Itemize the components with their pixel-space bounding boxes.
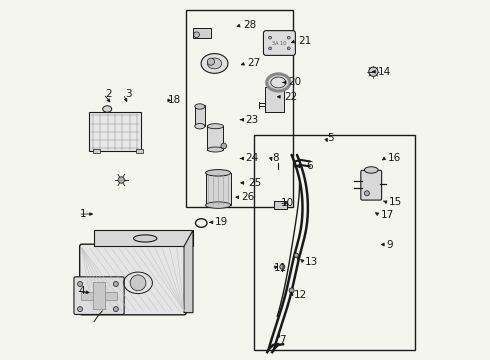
Circle shape: [118, 177, 124, 183]
Circle shape: [113, 282, 119, 287]
Text: 18: 18: [168, 95, 181, 105]
Bar: [193, 28, 211, 39]
Bar: [274, 201, 287, 210]
FancyBboxPatch shape: [74, 277, 124, 315]
Circle shape: [289, 288, 294, 293]
Text: 3A 10: 3A 10: [272, 41, 287, 45]
Text: 8: 8: [272, 153, 279, 163]
Bar: [81, 292, 117, 300]
Text: 11: 11: [274, 263, 287, 273]
Text: 10: 10: [281, 198, 294, 208]
Ellipse shape: [271, 77, 286, 88]
Ellipse shape: [103, 106, 112, 112]
Text: 24: 24: [245, 153, 258, 163]
Ellipse shape: [134, 235, 157, 242]
Ellipse shape: [207, 147, 223, 152]
Bar: [186, 10, 294, 207]
Ellipse shape: [205, 170, 231, 176]
Text: 3: 3: [125, 89, 131, 99]
Bar: [207, 126, 223, 149]
Circle shape: [287, 36, 290, 39]
Text: 19: 19: [215, 217, 228, 227]
Text: 12: 12: [294, 290, 307, 300]
FancyBboxPatch shape: [80, 244, 186, 315]
Text: 17: 17: [381, 210, 394, 220]
Circle shape: [365, 191, 369, 196]
Circle shape: [280, 264, 285, 269]
Circle shape: [130, 275, 146, 291]
Bar: [136, 149, 143, 153]
Text: 4: 4: [78, 286, 85, 296]
FancyBboxPatch shape: [361, 170, 382, 200]
Polygon shape: [95, 230, 193, 246]
Text: 22: 22: [285, 92, 298, 102]
Ellipse shape: [207, 124, 223, 129]
Text: 16: 16: [388, 153, 401, 163]
Ellipse shape: [205, 202, 231, 208]
Bar: [205, 173, 231, 205]
Text: 13: 13: [305, 257, 318, 267]
Circle shape: [194, 32, 199, 38]
Text: 7: 7: [279, 334, 286, 345]
FancyBboxPatch shape: [264, 31, 295, 55]
Circle shape: [77, 307, 82, 312]
Ellipse shape: [365, 167, 378, 173]
Text: 27: 27: [247, 58, 260, 68]
Text: 5: 5: [327, 133, 334, 143]
Text: 28: 28: [243, 20, 256, 30]
Text: 6: 6: [306, 161, 313, 171]
Ellipse shape: [195, 123, 205, 129]
Ellipse shape: [195, 104, 205, 109]
Bar: [89, 112, 141, 151]
Text: 15: 15: [389, 197, 402, 207]
Circle shape: [294, 253, 298, 257]
Circle shape: [287, 47, 290, 50]
FancyBboxPatch shape: [265, 87, 285, 112]
Text: 21: 21: [298, 36, 311, 46]
Circle shape: [269, 36, 271, 39]
Text: 9: 9: [387, 239, 393, 249]
Circle shape: [221, 143, 227, 149]
Bar: [93, 149, 100, 153]
Text: 23: 23: [245, 115, 258, 125]
Text: 26: 26: [242, 192, 255, 202]
Text: 1: 1: [80, 209, 87, 219]
Text: 14: 14: [378, 67, 391, 77]
Circle shape: [269, 47, 271, 50]
Circle shape: [113, 307, 119, 312]
Bar: [94, 282, 105, 309]
Circle shape: [207, 58, 215, 65]
Bar: [254, 135, 416, 350]
Polygon shape: [184, 230, 193, 313]
Text: 20: 20: [288, 77, 301, 87]
Text: 2: 2: [105, 89, 112, 99]
Bar: [195, 105, 205, 126]
Ellipse shape: [267, 74, 290, 91]
Ellipse shape: [201, 54, 228, 73]
Circle shape: [368, 67, 378, 76]
Circle shape: [77, 282, 82, 287]
Text: 25: 25: [248, 178, 262, 188]
Ellipse shape: [207, 58, 221, 69]
